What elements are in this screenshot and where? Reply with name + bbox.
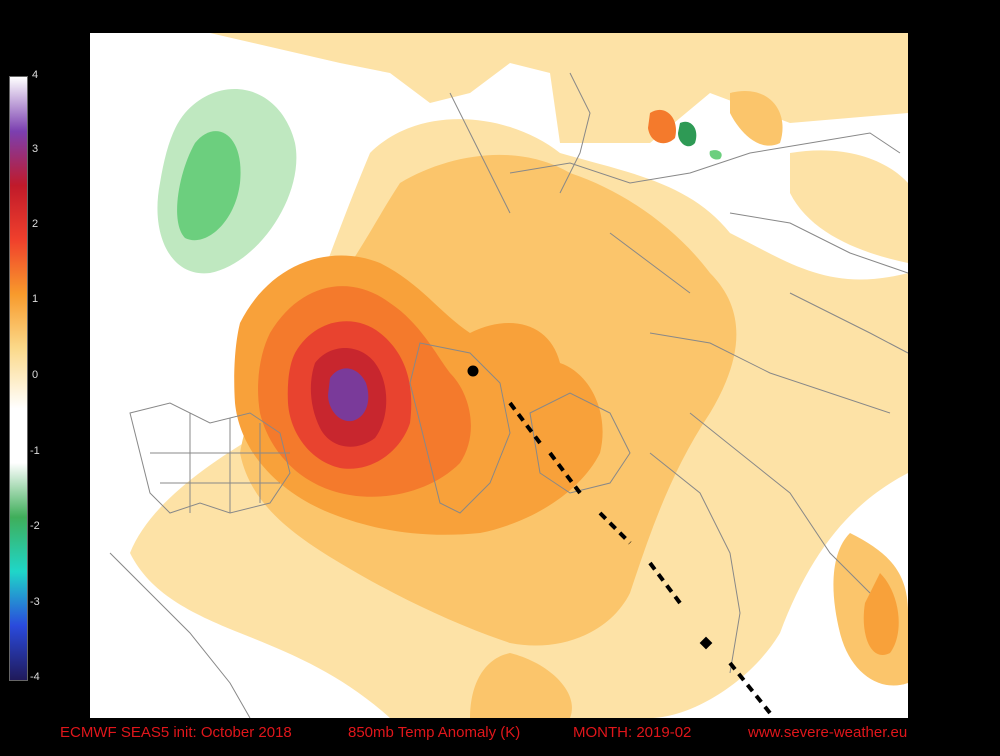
colorbar-tick: -3 [30,596,40,608]
map-caption: ECMWF SEAS5 init: October 2018 850mb Tem… [0,724,1000,746]
plot-artifact-line [467,365,772,715]
caption-field: 850mb Temp Anomaly (K) [348,724,521,741]
colorbar-tick: -4 [30,671,40,683]
colorbar-tick: -1 [30,445,40,457]
coastlines-and-borders [109,72,908,718]
colorbar-tick: -2 [30,520,40,532]
caption-website: www.severe-weather.eu [748,724,908,741]
colorbar [9,76,28,681]
map-panel[interactable] [90,33,908,718]
cold-anomaly-fields [157,89,722,274]
colorbar-tick: 1 [32,293,39,305]
colorbar-tick: 2 [32,218,39,230]
anomaly-map [90,33,908,718]
caption-model: ECMWF SEAS5 init: October 2018 [60,724,292,741]
purple-anomaly-core [328,368,369,422]
caption-month: MONTH: 2019-02 [573,724,692,741]
colorbar-tick: 3 [32,143,39,155]
colorbar-tick: 4 [32,69,39,81]
colorbar-tick: 0 [32,369,39,381]
